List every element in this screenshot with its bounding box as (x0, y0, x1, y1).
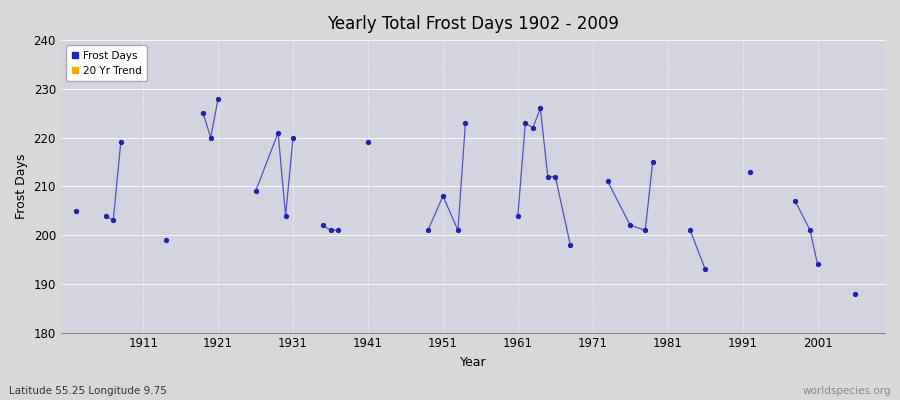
Point (541, 173, 555, 180)
Point (510, 212, 525, 219)
Point (196, 110, 211, 116)
Point (742, 168, 757, 175)
X-axis label: Year: Year (460, 356, 486, 369)
Point (420, 227, 435, 234)
Point (158, 237, 173, 243)
Point (98, 212, 112, 219)
Point (271, 130, 285, 136)
Point (106, 217, 121, 224)
Point (203, 134, 218, 141)
Point (278, 212, 293, 219)
Legend: Frost Days, 20 Yr Trend: Frost Days, 20 Yr Trend (66, 45, 147, 81)
Point (848, 290, 862, 297)
Point (68, 208, 83, 214)
Text: worldspecies.org: worldspecies.org (803, 386, 891, 396)
Point (563, 242, 578, 248)
Point (113, 139, 128, 146)
Point (698, 266, 713, 272)
Title: Yearly Total Frost Days 1902 - 2009: Yearly Total Frost Days 1902 - 2009 (327, 15, 619, 33)
Point (316, 222, 330, 228)
Text: Latitude 55.25 Longitude 9.75: Latitude 55.25 Longitude 9.75 (9, 386, 166, 396)
Point (211, 96, 225, 102)
Point (623, 222, 637, 228)
Point (323, 227, 338, 234)
Point (645, 159, 660, 165)
Point (810, 261, 824, 268)
Point (361, 139, 375, 146)
Point (248, 188, 263, 194)
Point (600, 178, 615, 185)
Point (526, 125, 540, 131)
Point (458, 120, 473, 126)
Point (436, 193, 450, 199)
Point (533, 105, 547, 112)
Point (683, 227, 698, 234)
Point (788, 198, 802, 204)
Point (451, 227, 465, 234)
Y-axis label: Frost Days: Frost Days (15, 154, 28, 219)
Point (286, 134, 301, 141)
Point (331, 227, 346, 234)
Point (803, 227, 817, 234)
Point (638, 227, 652, 234)
Point (548, 173, 562, 180)
Point (518, 120, 533, 126)
